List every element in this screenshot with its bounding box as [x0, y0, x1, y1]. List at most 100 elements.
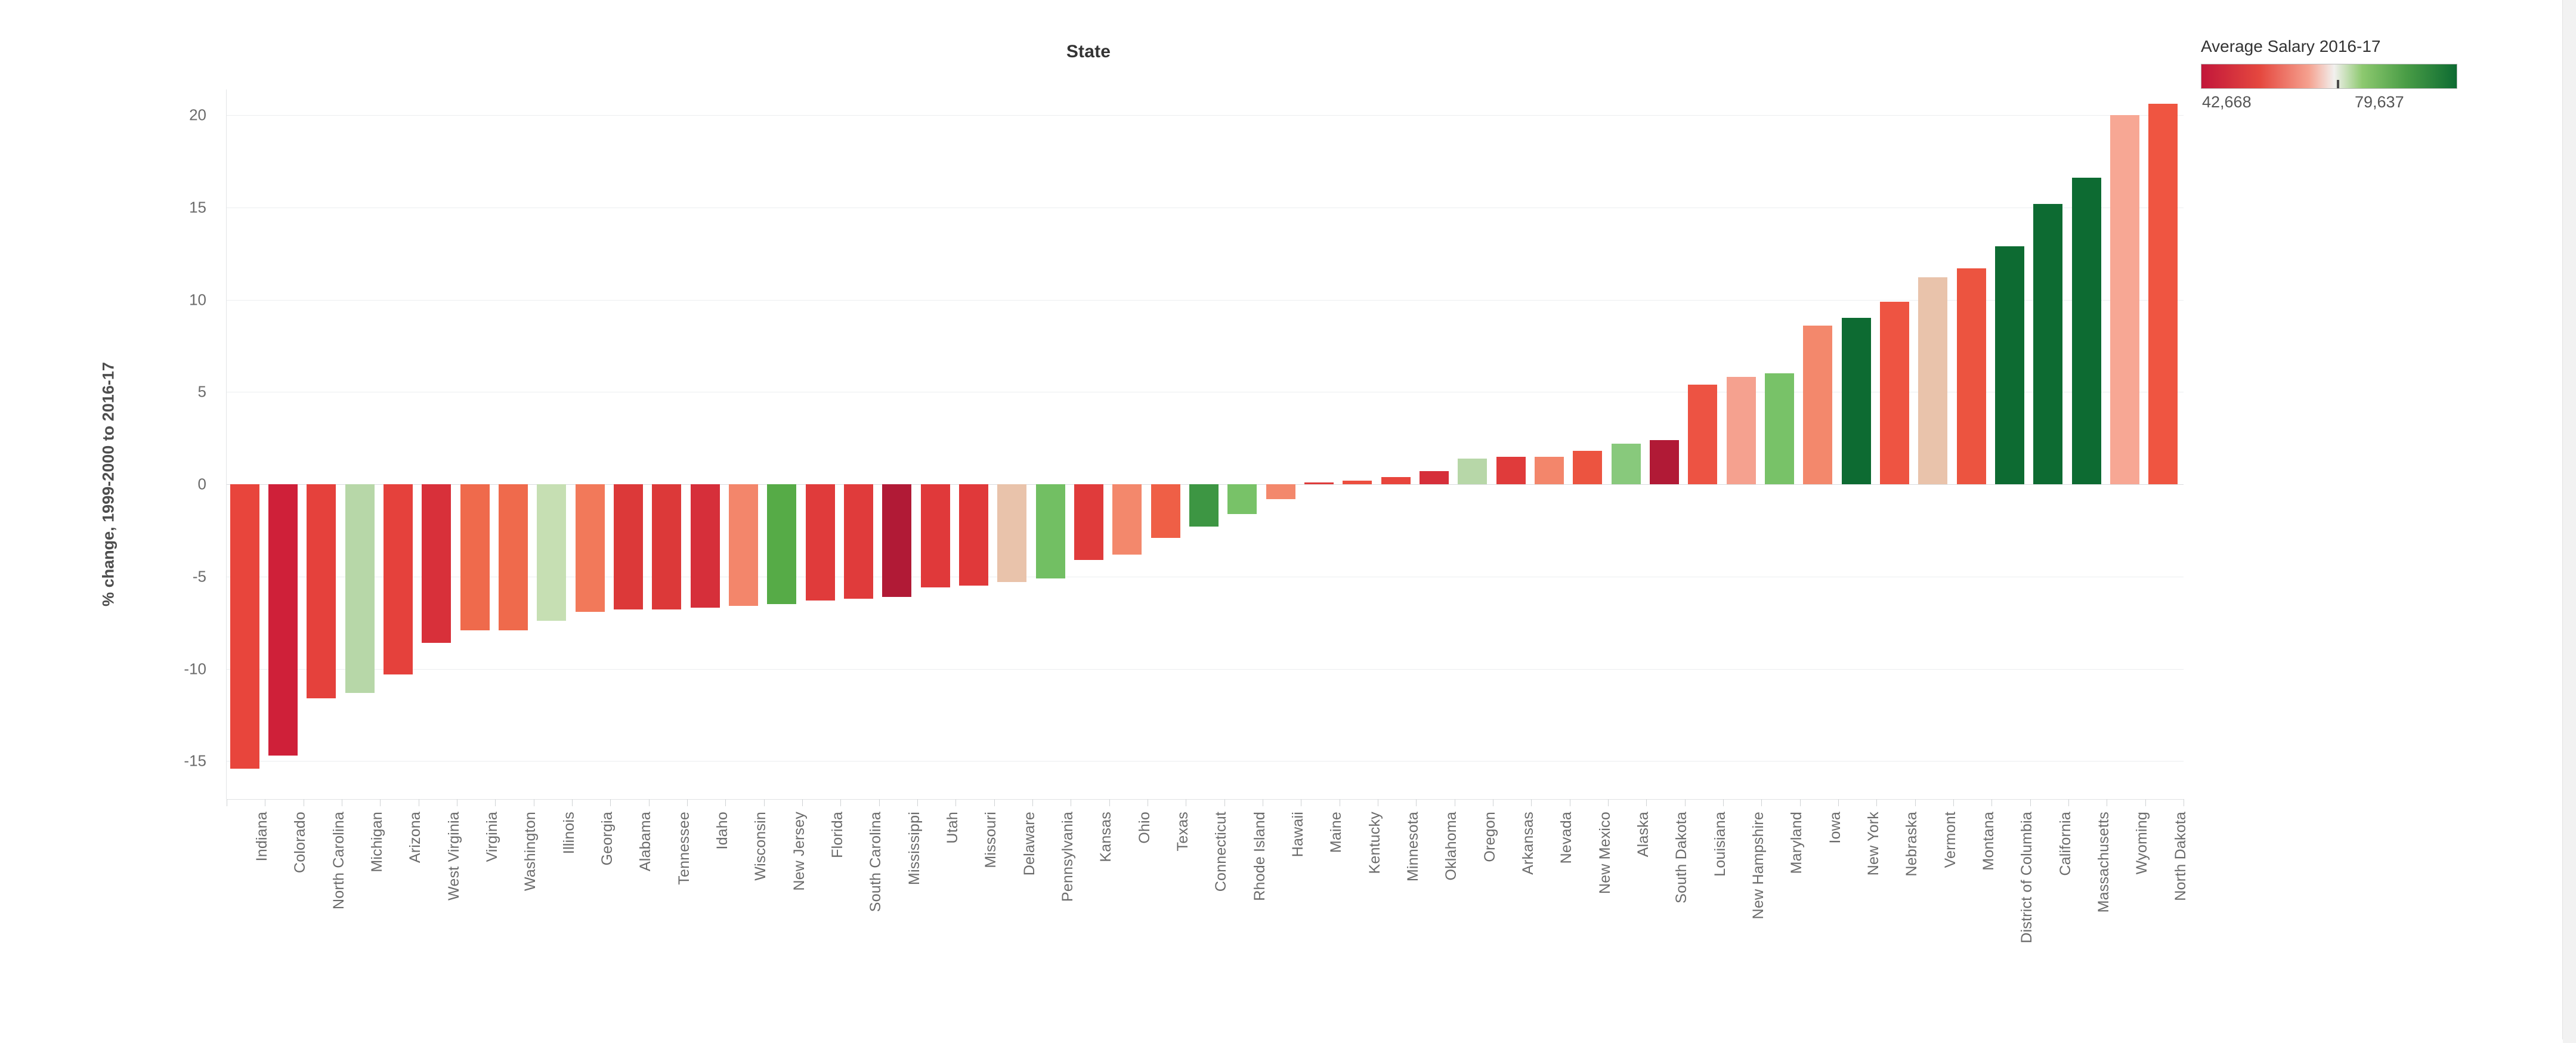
bar-slot	[1301, 0, 1339, 799]
x-axis-label-nebraska: Nebraska	[1903, 812, 1921, 877]
bar[interactable]	[460, 484, 490, 630]
x-axis-tick	[1723, 799, 1724, 806]
x-axis-label-connecticut: Connecticut	[1213, 812, 1230, 892]
bar[interactable]	[1304, 482, 1334, 484]
bar[interactable]	[1573, 451, 1603, 484]
bar-slot	[457, 0, 495, 799]
bar-slot	[304, 0, 342, 799]
bar-slot	[725, 0, 763, 799]
x-axis-label-arkansas: Arkansas	[1520, 812, 1537, 875]
bar[interactable]	[882, 484, 912, 597]
bar[interactable]	[1880, 301, 1909, 484]
bar[interactable]	[1726, 377, 1756, 484]
bar[interactable]	[1420, 471, 1449, 484]
bar[interactable]	[614, 484, 643, 610]
bar[interactable]	[1535, 456, 1564, 484]
bar-slot	[1570, 0, 1608, 799]
bar[interactable]	[2110, 115, 2139, 484]
bar[interactable]	[230, 484, 259, 769]
bar[interactable]	[1611, 443, 1641, 484]
y-tick-label: 0	[197, 475, 206, 493]
bar[interactable]	[1956, 268, 1986, 484]
x-axis-label-idaho: Idaho	[714, 812, 731, 850]
bar[interactable]	[1918, 277, 1948, 484]
x-axis-label-virginia: Virginia	[484, 812, 501, 862]
chart-title: State	[1066, 42, 1111, 61]
bar[interactable]	[652, 484, 682, 610]
bar[interactable]	[422, 484, 452, 643]
bar[interactable]	[2033, 203, 2063, 484]
x-axis-label-nevada: Nevada	[1558, 812, 1575, 864]
bar[interactable]	[1035, 484, 1065, 578]
x-axis-tick	[955, 799, 957, 806]
bar[interactable]	[1343, 480, 1372, 484]
bar[interactable]	[997, 484, 1027, 583]
legend-scale-labels: 42,668 79,637	[2201, 93, 2469, 114]
x-axis-tick	[1799, 799, 1801, 806]
bar[interactable]	[1189, 484, 1219, 527]
bar[interactable]	[1266, 484, 1295, 499]
bar[interactable]	[1074, 484, 1103, 560]
bar[interactable]	[268, 484, 298, 756]
bar-slot	[495, 0, 533, 799]
x-axis-label-north-dakota: North Dakota	[2172, 812, 2189, 901]
bar-slot	[1800, 0, 1838, 799]
x-axis-tick	[572, 799, 573, 806]
x-axis-label-new-jersey: New Jersey	[790, 812, 808, 891]
bar[interactable]	[1112, 484, 1142, 555]
bar-slot	[1531, 0, 1569, 799]
bar-slot	[610, 0, 648, 799]
gridline--10	[227, 668, 2184, 670]
x-axis-label-maine: Maine	[1328, 812, 1345, 853]
bar[interactable]	[920, 484, 950, 588]
bar-slot	[1953, 0, 1991, 799]
y-tick-label: 10	[189, 290, 206, 308]
bar[interactable]	[1803, 325, 1833, 484]
bar[interactable]	[767, 484, 797, 605]
bar[interactable]	[844, 484, 873, 599]
x-axis-tick	[802, 799, 803, 806]
bar-slot	[1493, 0, 1531, 799]
bar[interactable]	[1650, 440, 1679, 484]
bar[interactable]	[537, 484, 567, 621]
bar-slot	[227, 0, 265, 799]
x-axis-label-montana: Montana	[1980, 812, 1997, 871]
bar[interactable]	[1765, 373, 1794, 484]
bar[interactable]	[1688, 384, 1718, 484]
bar[interactable]	[1151, 484, 1180, 538]
legend-color-scale[interactable]	[2201, 64, 2457, 89]
bar[interactable]	[1841, 318, 1871, 484]
bar[interactable]	[499, 484, 528, 630]
bar[interactable]	[575, 484, 605, 612]
x-axis-label-colorado: Colorado	[292, 812, 309, 874]
x-axis-label-kansas: Kansas	[1097, 812, 1115, 862]
bar[interactable]	[345, 484, 375, 693]
bar[interactable]	[2148, 104, 2178, 484]
bar[interactable]	[384, 484, 413, 674]
bar[interactable]	[959, 484, 988, 586]
bar[interactable]	[1995, 246, 2024, 484]
bar-slot	[955, 0, 994, 799]
x-axis-label-rhode-island: Rhode Island	[1251, 812, 1268, 901]
bar[interactable]	[2071, 178, 2101, 484]
bar-slot	[1455, 0, 1493, 799]
x-axis-tick	[1876, 799, 1878, 806]
bar[interactable]	[729, 484, 758, 606]
bar[interactable]	[1458, 458, 1488, 484]
bar[interactable]	[1381, 476, 1411, 484]
right-edge-scrollbar[interactable]	[2562, 0, 2576, 1043]
bar[interactable]	[307, 484, 336, 699]
x-axis-tick	[1953, 799, 1954, 806]
bar[interactable]	[1227, 484, 1257, 514]
x-axis-tick	[1032, 799, 1033, 806]
bar[interactable]	[805, 484, 835, 601]
bar[interactable]	[1496, 456, 1526, 484]
x-axis-label-minnesota: Minnesota	[1405, 812, 1422, 882]
bar-slot	[1608, 0, 1646, 799]
x-axis-label-wyoming: Wyoming	[2133, 812, 2151, 875]
bar[interactable]	[690, 484, 720, 608]
x-axis-label-iowa: Iowa	[1826, 812, 1844, 844]
x-axis-tick	[1608, 799, 1609, 806]
legend-gradient-bar	[2201, 64, 2457, 88]
bar-slot	[1991, 0, 2030, 799]
